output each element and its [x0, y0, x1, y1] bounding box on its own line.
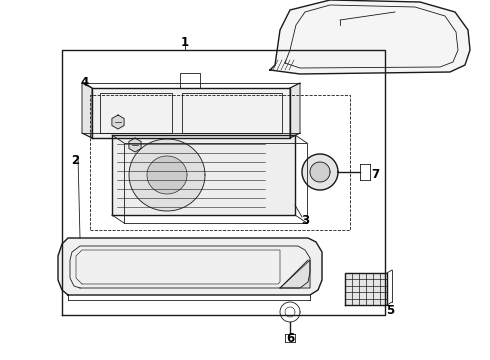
Polygon shape: [58, 238, 322, 295]
Polygon shape: [290, 83, 300, 138]
Polygon shape: [112, 115, 124, 129]
Polygon shape: [82, 83, 92, 138]
Text: 3: 3: [301, 213, 309, 226]
Polygon shape: [302, 154, 338, 190]
Polygon shape: [129, 138, 141, 152]
Polygon shape: [92, 88, 290, 138]
Polygon shape: [345, 273, 387, 305]
Polygon shape: [270, 0, 470, 74]
Polygon shape: [280, 260, 310, 288]
Polygon shape: [129, 139, 205, 211]
Text: 5: 5: [386, 303, 394, 316]
Text: 7: 7: [371, 168, 379, 181]
Polygon shape: [147, 156, 187, 194]
Text: 4: 4: [81, 76, 89, 89]
Text: 1: 1: [181, 36, 189, 49]
Polygon shape: [310, 162, 330, 182]
Polygon shape: [112, 135, 295, 215]
Text: 2: 2: [71, 153, 79, 166]
Text: 6: 6: [286, 332, 294, 345]
